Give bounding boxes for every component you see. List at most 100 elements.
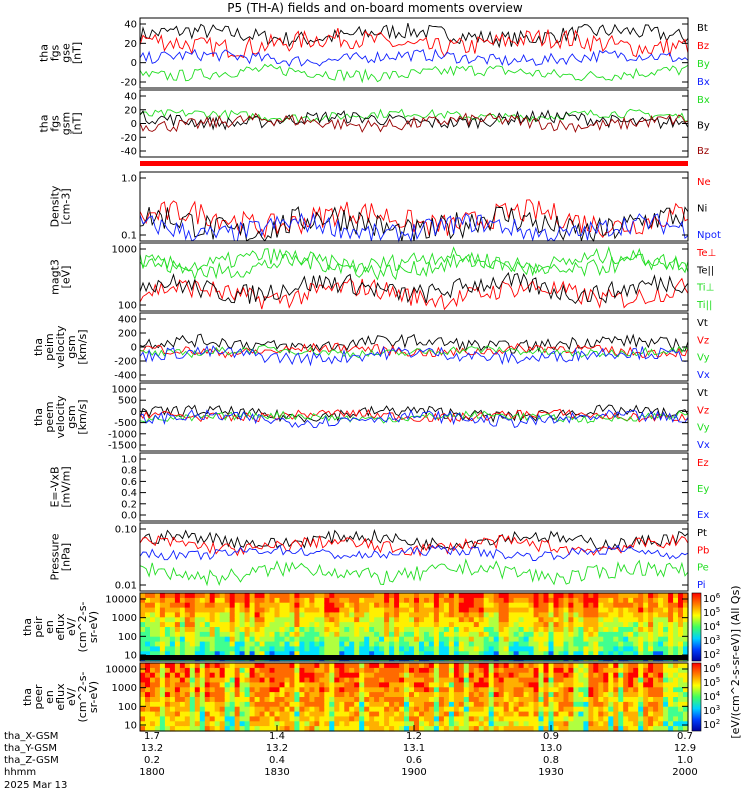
spectrogram-cell [284, 602, 291, 609]
x-tick-x-label: 0.9 [543, 731, 559, 742]
spectrogram-cell [573, 622, 579, 628]
series-Npot-line [139, 212, 689, 243]
spectrogram-cell [154, 612, 161, 618]
spectrogram-cell [623, 641, 629, 648]
spectrogram-cell [424, 651, 430, 657]
spectrogram-cell [603, 726, 609, 732]
spectrogram-cell [145, 721, 151, 727]
spectrogram-cell [199, 682, 206, 688]
y-tick-label: -400 [114, 371, 137, 382]
spectrogram-cell [319, 721, 325, 727]
spectrogram-cell [443, 631, 450, 638]
spectrogram-cell [244, 617, 251, 623]
y-tick-label: 1000 [112, 683, 137, 694]
spectrogram-cell [354, 667, 360, 674]
spectrogram-cell [618, 706, 624, 713]
spectrogram-cell [498, 663, 505, 669]
spectrogram-cell [179, 726, 186, 732]
spectrogram-cell [513, 672, 520, 679]
spectrogram-cell [608, 682, 614, 688]
spectrogram-cell [369, 646, 375, 652]
spectrogram-cell [294, 597, 300, 604]
spectrogram-cell [493, 663, 500, 669]
spectrogram-cell [379, 636, 385, 643]
spectrogram-cell [593, 682, 599, 688]
spectrogram-cell [289, 682, 296, 688]
spectrogram-cell [394, 622, 400, 628]
spectrogram-cell [199, 667, 206, 674]
spectrogram-cell [643, 706, 649, 713]
spectrogram-cell [289, 706, 296, 713]
spectrogram-cell [214, 612, 221, 618]
spectrogram-cell [638, 636, 644, 643]
spectrogram-cell [264, 706, 271, 713]
spectrogram-cell [663, 677, 669, 684]
spectrogram-cell [638, 677, 644, 684]
spectrogram-cell [428, 711, 435, 718]
spectrogram-cell [553, 617, 560, 623]
spectrogram-cell [508, 706, 515, 713]
spectrogram-cell [309, 667, 315, 674]
spectrogram-cell [374, 682, 380, 688]
spectrogram-cell [419, 697, 425, 703]
spectrogram-cell [289, 687, 296, 693]
spectrogram-cell [334, 593, 340, 599]
spectrogram-cell [563, 687, 570, 693]
spectrogram-cell [289, 612, 296, 618]
spectrogram-cell [154, 663, 161, 669]
spectrogram-cell [234, 593, 241, 599]
spectrogram-cell [359, 701, 365, 708]
spectrogram-cell [673, 631, 679, 638]
spectrogram-cell [643, 687, 649, 693]
spectrogram-cell [159, 617, 166, 623]
spectrogram-cell [364, 682, 370, 688]
spectrogram-cell [399, 636, 405, 643]
y-tick-label: 0.1 [121, 231, 137, 242]
spectrogram-cell [224, 636, 231, 643]
spectrogram-cell [513, 597, 520, 604]
spectrogram-cell [314, 631, 320, 638]
spectrogram-cell [324, 706, 330, 713]
spectrogram-cell [319, 692, 325, 698]
spectrogram-cell [603, 716, 609, 722]
spectrogram-cell [513, 706, 520, 713]
spectrogram-cell [528, 672, 535, 679]
spectrogram-cell [633, 677, 639, 684]
spectrogram-cell [453, 672, 460, 679]
x-axis-row-label: tha_X-GSM [4, 731, 58, 742]
spectrogram-cell [174, 711, 181, 718]
spectrogram-cell [409, 631, 415, 638]
spectrogram-cell [244, 602, 251, 609]
spectrogram-cell [419, 663, 425, 669]
spectrogram-cell [164, 692, 171, 698]
spectrogram-cell [359, 631, 365, 638]
spectrogram-cell [259, 607, 266, 614]
spectrogram-cell [653, 612, 659, 618]
spectrogram-cell [364, 672, 370, 679]
spectrogram-cell [304, 646, 310, 652]
spectrogram-cell [448, 672, 455, 679]
spectrogram-cell [414, 701, 420, 708]
spectrogram-cell [543, 711, 550, 718]
spectrogram-cell [379, 682, 385, 688]
spectrogram-cell [264, 602, 271, 609]
spectrogram-cell [329, 667, 335, 674]
spectrogram-cell [483, 706, 490, 713]
spectrogram-cell [229, 622, 236, 628]
spectrogram-cell [224, 627, 231, 633]
spectrogram-cell [199, 602, 206, 609]
spectrogram-cell [453, 663, 460, 669]
spectrogram-cell [488, 667, 495, 674]
spectrogram-cell [254, 701, 261, 708]
spectrogram-cell [628, 651, 634, 657]
spectrogram-cell [359, 711, 365, 718]
legend-Pt: Pt [697, 528, 707, 539]
spectrogram-cell [394, 697, 400, 703]
spectrogram-cell [389, 677, 395, 684]
spectrogram-cell [498, 636, 505, 643]
spectrogram-cell [189, 622, 196, 628]
spectrogram-cell [334, 612, 340, 618]
spectrogram-cell [374, 597, 380, 604]
spectrogram-cell [329, 602, 335, 609]
spectrogram-cell [204, 726, 211, 732]
